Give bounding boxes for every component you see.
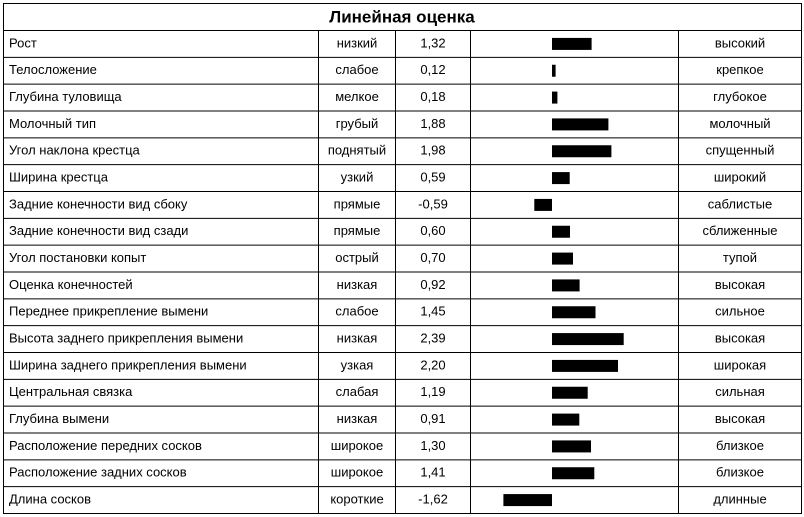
high-label: саблистые (708, 196, 772, 211)
bar (552, 306, 596, 319)
high-label: сильное (715, 304, 765, 319)
value-label: -1,62 (418, 492, 448, 507)
trait-name: Оценка конечностей (9, 277, 133, 292)
low-label: короткие (330, 492, 383, 507)
trait-name: Высота заднего прикрепления вымени (9, 331, 243, 346)
bar (552, 252, 573, 265)
value-label: -0,59 (418, 196, 448, 211)
value-label: 0,91 (420, 411, 445, 426)
bar (552, 172, 570, 185)
value-label: 0,12 (420, 62, 445, 77)
trait-name: Переднее прикрепление вымени (9, 304, 208, 319)
low-label: поднятый (328, 143, 386, 158)
bar (552, 91, 558, 104)
value-label: 0,92 (420, 277, 445, 292)
trait-name: Длина сосков (9, 492, 91, 507)
bar (552, 145, 612, 158)
low-label: широкое (331, 465, 383, 480)
low-label: прямые (334, 196, 381, 211)
bar (552, 359, 618, 372)
low-label: низкая (337, 331, 378, 346)
trait-name: Задние конечности вид сбоку (9, 196, 188, 211)
trait-name: Молочный тип (9, 116, 96, 131)
value-label: 2,39 (420, 331, 445, 346)
low-label: острый (335, 250, 379, 265)
trait-name: Расположение передних сосков (9, 438, 202, 453)
low-label: слабая (336, 384, 379, 399)
value-label: 0,59 (420, 170, 445, 185)
value-label: 0,70 (420, 250, 445, 265)
trait-name: Расположение задних сосков (9, 465, 187, 480)
bar (552, 118, 609, 131)
high-label: глубокое (713, 89, 767, 104)
high-label: крепкое (716, 62, 763, 77)
bar (552, 333, 624, 346)
bar (552, 440, 591, 453)
low-label: слабое (335, 62, 378, 77)
high-label: высокая (715, 411, 765, 426)
trait-name: Ширина крестца (9, 170, 109, 185)
trait-name: Угол постановки копыт (9, 250, 146, 265)
trait-name: Центральная связка (9, 384, 133, 399)
trait-name: Задние конечности вид сзади (9, 223, 188, 238)
high-label: сближенные (702, 223, 777, 238)
trait-name: Глубина туловища (9, 89, 122, 104)
high-label: широкая (714, 357, 766, 372)
value-label: 1,88 (420, 116, 445, 131)
bar (534, 198, 552, 211)
high-label: спущенный (706, 143, 775, 158)
trait-name: Угол наклона крестца (9, 143, 141, 158)
bar (552, 413, 580, 426)
low-label: узкая (341, 357, 374, 372)
low-label: широкое (331, 438, 383, 453)
low-label: прямые (334, 223, 381, 238)
chart-title: Линейная оценка (329, 7, 475, 26)
high-label: высокий (715, 35, 765, 50)
bar (552, 225, 570, 238)
value-label: 0,18 (420, 89, 445, 104)
high-label: сильная (715, 384, 765, 399)
low-label: низкая (337, 411, 378, 426)
low-label: низкий (337, 35, 378, 50)
value-label: 1,19 (420, 384, 445, 399)
bar (552, 279, 580, 292)
low-label: слабое (335, 304, 378, 319)
value-label: 2,20 (420, 357, 445, 372)
trait-name: Рост (9, 35, 37, 50)
value-label: 1,30 (420, 438, 445, 453)
value-label: 1,45 (420, 304, 445, 319)
bar (552, 64, 556, 77)
high-label: широкий (714, 170, 766, 185)
high-label: тупой (723, 250, 757, 265)
low-label: мелкое (335, 89, 379, 104)
bar (503, 494, 552, 507)
bar (552, 467, 595, 480)
value-label: 0,60 (420, 223, 445, 238)
low-label: грубый (336, 116, 379, 131)
trait-name: Ширина заднего прикрепления вымени (9, 357, 247, 372)
high-label: длинные (713, 492, 766, 507)
low-label: узкий (341, 170, 374, 185)
value-label: 1,41 (420, 465, 445, 480)
bar (552, 386, 588, 399)
low-label: низкая (337, 277, 378, 292)
value-label: 1,32 (420, 35, 445, 50)
bar (552, 37, 592, 50)
high-label: высокая (715, 331, 765, 346)
high-label: молочный (709, 116, 770, 131)
trait-name: Глубина вымени (9, 411, 109, 426)
trait-name: Телосложение (9, 62, 97, 77)
value-label: 1,98 (420, 143, 445, 158)
high-label: близкое (716, 465, 764, 480)
high-label: высокая (715, 277, 765, 292)
high-label: близкое (716, 438, 764, 453)
